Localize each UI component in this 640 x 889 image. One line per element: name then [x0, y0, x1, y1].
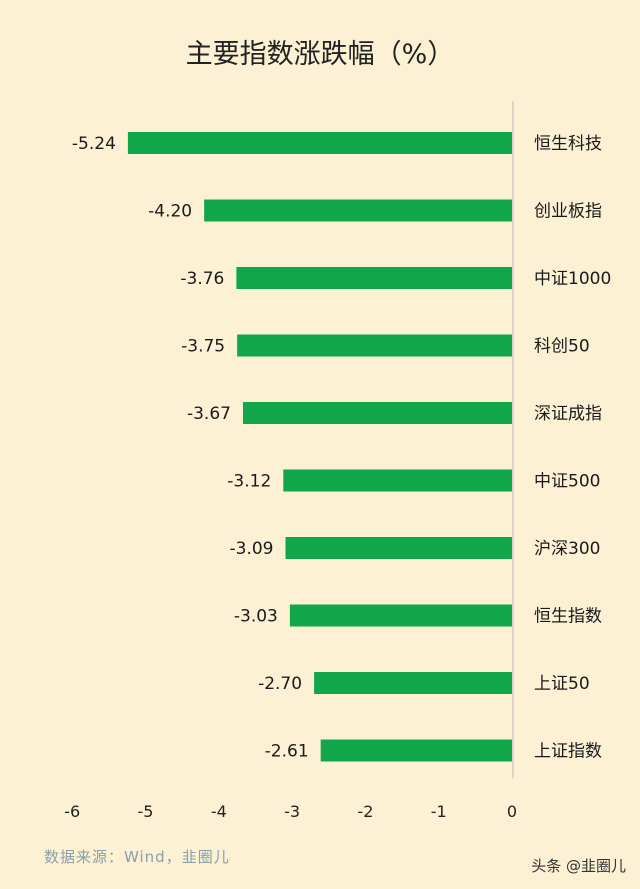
category-label: 中证1000 — [534, 269, 611, 289]
x-tick-label: 0 — [507, 802, 517, 821]
data-label: -3.76 — [180, 269, 224, 289]
category-label: 深证成指 — [534, 404, 602, 424]
data-label: -4.20 — [148, 202, 192, 222]
data-label: -2.61 — [265, 742, 309, 762]
bar — [289, 604, 512, 627]
bar — [320, 739, 512, 762]
category-label: 上证指数 — [534, 742, 602, 762]
data-label: -3.67 — [187, 404, 231, 424]
category-label: 沪深300 — [534, 539, 600, 559]
data-label: -3.75 — [181, 337, 225, 357]
x-tick-label: -1 — [431, 802, 447, 821]
category-label: 恒生科技 — [534, 134, 602, 154]
data-label: -3.12 — [227, 472, 271, 492]
x-tick-label: -3 — [284, 802, 300, 821]
x-tick-label: -5 — [138, 802, 154, 821]
data-label: -5.24 — [72, 134, 116, 154]
data-label: -3.09 — [230, 539, 274, 559]
category-label: 科创50 — [534, 337, 590, 357]
chart-title: 主要指数涨跌幅（%） — [185, 39, 455, 70]
data-source: 数据来源：Wind，韭圈儿 — [44, 848, 230, 866]
bar — [204, 199, 512, 222]
bar — [283, 469, 512, 492]
x-tick-label: -4 — [211, 802, 227, 821]
data-label: -3.03 — [234, 607, 278, 627]
x-tick-label: -6 — [64, 802, 80, 821]
bar — [237, 334, 512, 357]
category-label: 创业板指 — [534, 202, 602, 222]
x-tick-label: -2 — [357, 802, 373, 821]
category-label: 上证50 — [534, 674, 590, 694]
bar — [242, 402, 512, 424]
category-label: 恒生指数 — [534, 607, 602, 627]
bar — [314, 672, 512, 694]
bar — [127, 132, 513, 154]
bar — [236, 267, 512, 289]
watermark: 头条 @韭圈儿 — [531, 857, 626, 875]
category-label: 中证500 — [534, 472, 600, 492]
data-label: -2.70 — [258, 674, 302, 694]
bar-chart: -5.24 恒生科技 -4.20 创业板指 -3.76 中证1000 -3.75 科创50 -3… — [64, 101, 611, 821]
bar — [285, 537, 512, 559]
